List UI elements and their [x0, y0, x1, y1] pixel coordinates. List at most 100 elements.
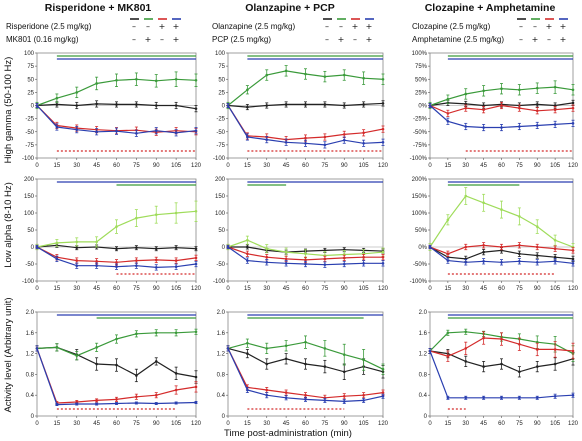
panel-7-series-2-point: [55, 346, 59, 349]
legend-3-row-1-sym-3: +: [546, 22, 553, 31]
panel-4-series-2-point: [95, 240, 98, 244]
panel-3-xtick-label: 120: [568, 163, 579, 169]
panel-8-series-4-point: [342, 400, 346, 403]
panel-5-xtick-label: 0: [226, 286, 230, 292]
panel-8-xtick-label: 105: [359, 421, 370, 427]
panel-5-series-2-point: [381, 250, 385, 254]
panel-9-xtick-label: 90: [534, 421, 541, 427]
panel-8-series-3-point: [362, 393, 365, 397]
panel-2-series-1-point: [381, 102, 385, 105]
legend-3-row-2-sym-1: –: [519, 35, 523, 44]
panel-3-series-2-point: [500, 87, 503, 90]
panel-8-series-2-point: [362, 358, 365, 362]
legend-1-row-1-sym-3: +: [159, 22, 166, 31]
panel-3-series-2-point: [571, 88, 575, 92]
panel-4-ytick-label: 50: [27, 228, 34, 234]
panel-8-series-4-point: [323, 399, 327, 402]
panel-4-series-3-point: [135, 259, 138, 262]
panel-8-ytick-label: 0.4: [217, 393, 226, 399]
panel-3-ytick-label: -75%: [413, 143, 428, 149]
panel-6-series-1-point: [535, 254, 539, 257]
panel-2-series-2-point: [362, 76, 365, 80]
panel-7-series-2-point: [174, 331, 178, 335]
panel-5-series-3-point: [342, 256, 346, 260]
panel-5-series-2-point: [265, 247, 269, 250]
panel-5-series-4-point: [381, 262, 385, 265]
panel-9-series-4-point: [428, 349, 432, 353]
panel-6-series-2-point: [553, 238, 557, 242]
panel-6-series-3-point: [518, 244, 521, 247]
panel-4-ytick-label: -50: [25, 262, 34, 268]
legend-2-row-1-sym-4: +: [366, 22, 373, 31]
panel-4-series-4-point: [194, 262, 198, 266]
panel-4-series-3-point: [95, 259, 98, 263]
panel-7-series-4-point: [75, 402, 79, 406]
panel-2-xtick-label: 120: [378, 163, 389, 169]
panel-2-ytick-label: -50: [216, 130, 225, 136]
panel-1-xtick-label: 30: [73, 163, 80, 169]
panel-6-series-4-point: [464, 261, 468, 264]
panel-8-series-1-point: [323, 365, 327, 368]
panel-2-series-2-point: [323, 75, 327, 78]
panel-4-series-1-point: [135, 246, 138, 249]
panel-4-xtick-label: 90: [153, 286, 160, 292]
panel-8-xtick-label: 90: [341, 421, 348, 427]
panel-7-series-2-point: [75, 354, 79, 357]
legend-2-row-1-label: Olanzapine (2.5 mg/kg): [212, 22, 295, 31]
panel-7-series-2-point: [135, 332, 138, 336]
panel-6-series-4-point: [446, 259, 450, 262]
panel-7-series-4-line: [36, 348, 197, 406]
panel-8-series-3-point: [381, 391, 385, 394]
panel-7-xtick-label: 120: [191, 421, 202, 427]
panel-1-ytick-label: 75: [27, 64, 34, 70]
panel-6-series-2-point: [518, 215, 521, 218]
panel-8-series-4-point: [226, 347, 230, 350]
panel-7-xtick-label: 60: [113, 421, 120, 427]
panel-1-series-4-point: [35, 104, 39, 107]
panel-9-series-4-point: [482, 396, 485, 400]
panel-2-series-1-point: [362, 103, 365, 106]
panel-5-ytick-label: 100: [215, 211, 226, 217]
panel-7-xtick-label: 15: [54, 421, 61, 427]
panel-3-xtick-label: 45: [480, 163, 487, 169]
panel-3: -100% -75% -50% -25% 0% 25% 50% 75% 100% 0 15 30 45 6…: [410, 51, 579, 169]
panel-3-series-4-point: [482, 126, 485, 129]
panel-2-series-2-point: [381, 77, 385, 81]
panel-3-series-3-point: [553, 108, 557, 111]
panel-1-series-2-point: [55, 96, 59, 100]
panel-8-series-2-point: [342, 353, 346, 356]
panel-8-ytick-label: 1.6: [217, 331, 226, 337]
panel-3-series-3-point: [464, 106, 468, 110]
panel-9-series-4-point: [571, 393, 575, 397]
panel-4-xtick-label: 105: [171, 286, 182, 292]
panel-1-series-4-point: [75, 128, 79, 131]
panel-5-series-3-point: [362, 255, 365, 259]
panel-2-series-3-point: [362, 131, 365, 135]
panel-8-series-4-point: [246, 388, 249, 392]
panel-1-xtick-label: 75: [133, 163, 140, 169]
panel-5: -100 -50 0 50 100 150 200 0 15 30 45 60 75 90 105 120: [213, 177, 389, 292]
panel-7-series-2-point: [154, 331, 158, 335]
panel-7-ytick-label: 0.8: [26, 372, 35, 378]
panel-3-series-1-point: [482, 104, 485, 107]
panel-5-xtick-label: 120: [378, 286, 389, 292]
panel-2-series-4-point: [265, 138, 269, 141]
panel-6-ytick-label: 50%: [415, 228, 428, 234]
legend-1-row-1-sym-2: –: [146, 22, 150, 31]
panel-6-xtick-label: 30: [462, 286, 469, 292]
panel-9-series-3-point: [571, 349, 575, 353]
panel-4-series-2-point: [154, 213, 158, 216]
panel-6-frame: [429, 178, 574, 282]
panel-7-ytick-label: 0.4: [26, 393, 35, 399]
panel-4-series-1-point: [174, 246, 178, 249]
legend-3-row-2-sym-2: +: [532, 35, 539, 44]
panel-8-series-1-point: [342, 370, 346, 374]
panel-5-series-4-point: [284, 262, 288, 265]
panel-9-xtick-label: 75: [516, 421, 523, 427]
panel-2-series-2-point: [246, 88, 249, 92]
panel-2-xtick-label: 30: [263, 163, 270, 169]
panel-5-ytick-label: 150: [215, 194, 226, 200]
panel-1-series-2-point: [194, 79, 198, 82]
panel-3-series-3-point: [535, 109, 539, 113]
